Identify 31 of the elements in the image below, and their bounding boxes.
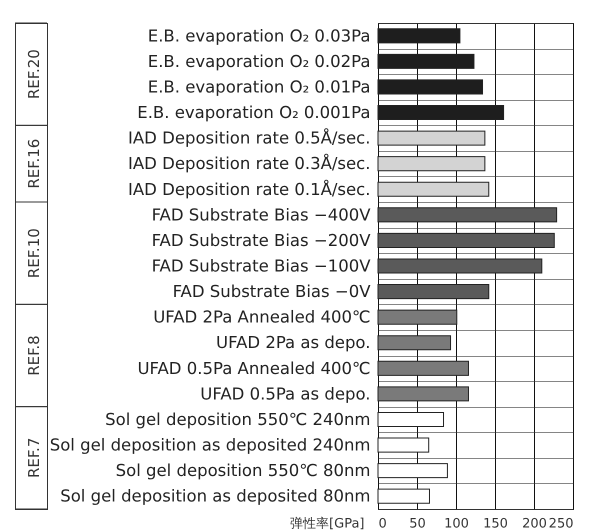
y-tick-label: UFAD 2Pa Annealed 400℃ xyxy=(153,308,370,327)
y-tick-label: FAD Substrate Bias −100V xyxy=(152,256,372,276)
x-tick-label: 250 xyxy=(548,516,574,532)
y-tick-label: E.B. evaporation O₂ 0.01Pa xyxy=(148,77,370,96)
x-tick-label: 0 xyxy=(378,516,387,532)
y-tick-label: UFAD 0.5Pa Annealed 400℃ xyxy=(137,358,370,378)
x-axis-title: 弹性率[GPa] xyxy=(290,516,364,532)
x-tick-label: 200 xyxy=(522,516,547,532)
x-tick-label: 50 xyxy=(409,516,426,532)
y-tick-label: IAD Deposition rate 0.3Å/sec. xyxy=(128,153,370,174)
y-tick-label: IAD Deposition rate 0.1Å/sec. xyxy=(128,178,370,199)
y-tick-label: E.B. evaporation O₂ 0.001Pa xyxy=(137,103,370,122)
text: REF.8 xyxy=(25,335,43,376)
y-tick-label: UFAD 0.5Pa as depo. xyxy=(200,384,370,404)
y-tick-label: Sol gel deposition as deposited 240nm xyxy=(50,436,370,455)
y-tick-label: UFAD 2Pa as depo. xyxy=(216,333,370,352)
y-tick-label: FAD Substrate Bias −400V xyxy=(152,205,372,224)
text: REF.7 xyxy=(25,438,43,478)
y-tick-label: FAD Substrate Bias −200V xyxy=(152,230,372,250)
x-tick-label: 150 xyxy=(483,516,508,532)
y-tick-label: Sol gel deposition 550℃ 80nm xyxy=(116,461,370,480)
y-tick-label: Sol gel deposition 550℃ 240nm xyxy=(105,410,370,429)
x-tick-label: 100 xyxy=(444,516,469,532)
y-tick-label: IAD Deposition rate 0.5Å/sec. xyxy=(128,128,370,148)
text: REF.10 xyxy=(25,228,43,278)
text: REF.20 xyxy=(25,49,43,100)
y-tick-label: Sol gel deposition as deposited 80nm xyxy=(60,486,370,506)
y-tick-label: E.B. evaporation O₂ 0.02Pa xyxy=(148,52,370,71)
text: REF.16 xyxy=(25,138,43,189)
y-tick-label: E.B. evaporation O₂ 0.03Pa xyxy=(148,26,370,46)
y-tick-label: FAD Substrate Bias −0V xyxy=(172,282,372,302)
